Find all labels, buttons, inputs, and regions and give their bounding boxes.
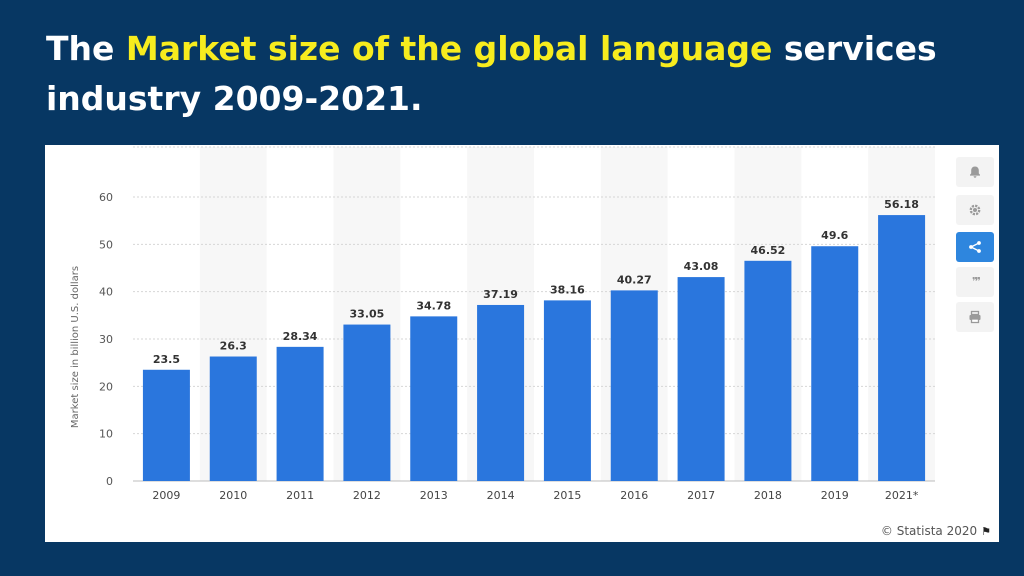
bar-2021 xyxy=(878,215,926,481)
value-label: 46.52 xyxy=(751,244,786,257)
bar-2013 xyxy=(410,316,458,481)
x-tick-label: 2021* xyxy=(885,489,919,502)
value-label: 23.5 xyxy=(153,353,180,366)
share-icon xyxy=(969,240,981,253)
bar-chart: 0 10 20 30 40 50 60 Market size in billion U.S.… xyxy=(70,146,935,502)
x-tick-label: 2013 xyxy=(420,489,448,502)
chart-card: 0 10 20 30 40 50 60 Market size in billion U.S.… xyxy=(45,145,999,542)
bar-2009 xyxy=(142,369,190,481)
bar-2017 xyxy=(677,277,725,481)
print-button[interactable] xyxy=(956,302,994,332)
y-tick-label: 60 xyxy=(99,191,113,204)
bar-2016 xyxy=(610,290,658,481)
value-label: 26.3 xyxy=(220,340,247,353)
bar-2018 xyxy=(744,260,792,481)
gear-icon xyxy=(969,204,981,215)
quote-icon: ❞❞ xyxy=(972,275,981,288)
x-tick-label: 2012 xyxy=(353,489,381,502)
settings-button[interactable] xyxy=(956,195,994,225)
value-label: 34.78 xyxy=(416,299,451,312)
y-tick-label: 30 xyxy=(99,333,113,346)
value-label: 56.18 xyxy=(884,198,919,211)
y-tick-label: 50 xyxy=(99,238,113,251)
y-tick-label: 10 xyxy=(99,428,113,441)
value-label: 28.34 xyxy=(283,330,318,343)
x-tick-label: 2009 xyxy=(152,489,180,502)
print-icon xyxy=(969,310,981,323)
x-tick-label: 2019 xyxy=(821,489,849,502)
x-tick-label: 2011 xyxy=(286,489,314,502)
value-label: 33.05 xyxy=(350,308,385,321)
y-tick-label: 40 xyxy=(99,286,113,299)
slide-title: The Market size of the global language s… xyxy=(46,24,1006,124)
bell-button[interactable] xyxy=(956,157,994,187)
flag-icon: ⚑ xyxy=(981,525,991,538)
bar-2012 xyxy=(343,324,391,481)
x-tick-label: 2017 xyxy=(687,489,715,502)
x-tick-label: 2018 xyxy=(754,489,782,502)
x-tick-label: 2015 xyxy=(553,489,581,502)
title-suffix: services industry 2009-2021. xyxy=(46,29,937,118)
bar-2011 xyxy=(276,346,324,481)
title-highlight: Market size of the global language xyxy=(125,29,773,68)
bar-2019 xyxy=(811,246,859,481)
x-tick-label: 2014 xyxy=(487,489,515,502)
share-button[interactable] xyxy=(956,232,994,262)
title-prefix: The xyxy=(46,29,126,68)
bar-2010 xyxy=(209,356,257,481)
value-label: 37.19 xyxy=(483,288,518,301)
y-axis-title: Market size in billion U.S. dollars xyxy=(70,266,81,428)
value-label: 38.16 xyxy=(550,283,585,296)
credit-text: © Statista 2020 xyxy=(880,524,978,538)
x-tick-label: 2016 xyxy=(620,489,648,502)
value-label: 43.08 xyxy=(684,260,719,273)
value-label: 40.27 xyxy=(617,273,652,286)
cite-button[interactable]: ❞❞ xyxy=(956,267,994,297)
bell-icon xyxy=(970,166,980,178)
bar-2014 xyxy=(477,304,525,481)
y-tick-label: 20 xyxy=(99,380,113,393)
x-tick-label: 2010 xyxy=(219,489,247,502)
bar-2015 xyxy=(543,300,591,481)
value-label: 49.6 xyxy=(821,229,848,242)
y-tick-label: 0 xyxy=(106,475,113,488)
statista-credit[interactable]: © Statista 2020 ⚑ xyxy=(881,524,991,538)
